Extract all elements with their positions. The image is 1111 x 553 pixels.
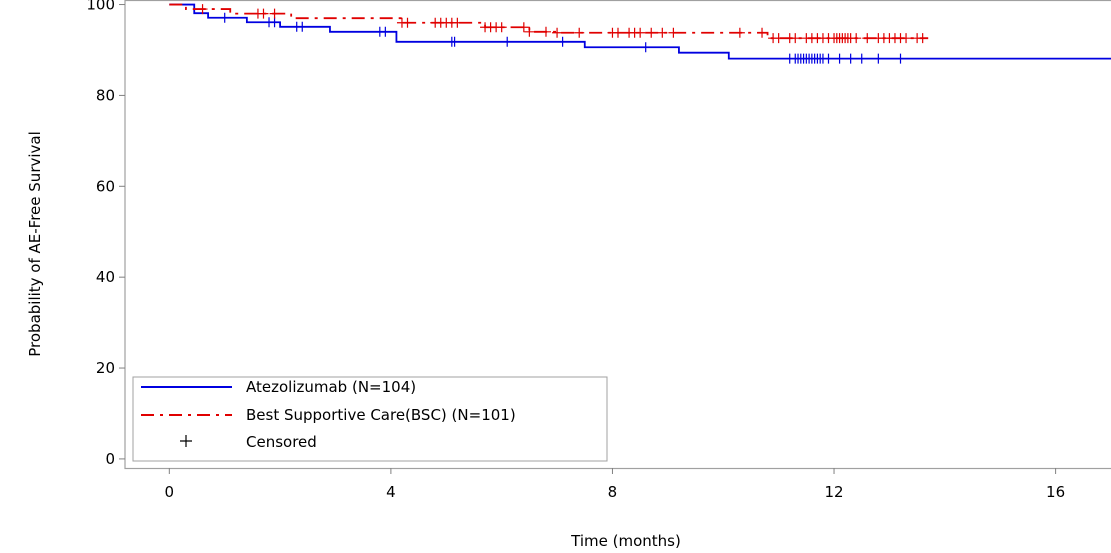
censor-mark [668,27,679,38]
censor-mark [574,27,585,38]
censor-mark [380,26,391,37]
censor-mark [502,36,513,47]
censor-mark [845,53,856,64]
y-axis: 0 20 40 60 80 100 [86,0,125,468]
censor-mark [297,21,308,32]
y-tick-label: 20 [96,359,115,377]
x-axis: 0 4 8 12 16 [165,468,1065,501]
series-line-bsc [169,3,929,40]
x-tick-label: 4 [386,483,396,501]
censor-mark [613,27,623,38]
censor-mark [269,8,280,19]
censor-mark [823,53,834,64]
censor-mark [790,33,801,44]
censor-mark [862,33,873,44]
x-tick-label: 0 [165,483,175,501]
x-axis-label: Time (months) [570,532,681,550]
censor-mark [219,12,230,23]
y-tick-label: 80 [96,86,115,104]
censor-mark [901,33,912,44]
censor-mark [646,27,657,38]
censor-mark [851,33,862,44]
censor-mark [269,17,280,28]
censor-mark [552,27,563,38]
x-tick-label: 12 [824,483,843,501]
y-axis-label: Probability of AE-Free Survival [26,131,44,357]
censor-mark [449,36,460,47]
x-tick-label: 16 [1046,483,1065,501]
censor-mark [917,33,928,44]
censor-mark [895,53,906,64]
y-tick-label: 0 [105,450,115,468]
censor-mark [734,27,745,38]
censor-mark [258,8,269,19]
plot-border [124,0,1111,470]
y-tick-label: 40 [96,268,115,286]
censor-mark [557,36,568,47]
censor-mark [524,26,535,37]
legend-box [132,376,608,462]
y-tick-label: 100 [86,0,115,14]
censor-mark [197,4,208,15]
y-tick-label: 60 [96,177,115,195]
censor-mark [657,27,668,38]
censor-mark [635,27,646,38]
x-tick-label: 8 [608,483,618,501]
series-line-atezolizumab [169,3,1111,60]
legend-label: Censored [246,433,317,451]
censor-mark [834,53,845,64]
legend: Atezolizumab (N=104) Best Supportive Care… [132,376,608,462]
legend-label: Atezolizumab (N=104) [246,378,416,396]
legend-label: Best Supportive Care(BSC) (N=101) [246,406,516,424]
censor-mark [873,53,884,64]
censor-mark [856,53,867,64]
series-layer [169,3,1111,64]
censor-mark [773,33,784,44]
censor-mark [518,22,529,33]
legend-censored-marker [180,435,192,447]
censor-mark [496,22,507,33]
plot-frame [124,0,1111,470]
censor-mark [540,26,551,37]
censor-mark [452,17,463,28]
censor-mark [757,27,768,38]
censor-mark [402,17,413,28]
censor-mark [640,42,651,53]
